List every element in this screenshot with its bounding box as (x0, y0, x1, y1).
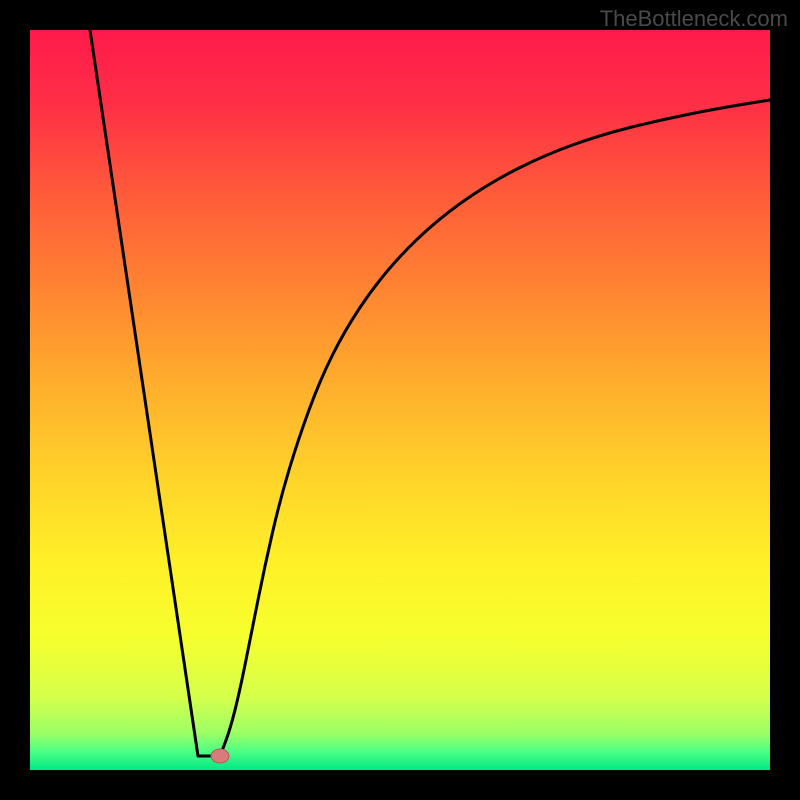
minimum-marker (211, 749, 229, 763)
watermark-text: TheBottleneck.com (600, 6, 788, 32)
chart-frame: TheBottleneck.com (0, 0, 800, 800)
curve-path (90, 30, 770, 756)
plot-area (30, 30, 770, 770)
bottleneck-curve (30, 30, 770, 770)
